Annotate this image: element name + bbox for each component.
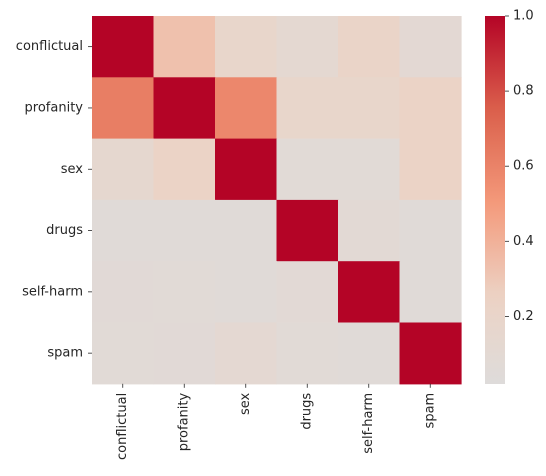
heatmap-cell-drugs-sex [215, 199, 278, 262]
heatmap-cell-spam-self-harm [338, 322, 401, 385]
heatmap-cell-profanity-profanity [153, 77, 216, 140]
colorbar: 0.2 0.4 0.6 0.8 1.0 [485, 9, 534, 384]
x-tick-label: self-harm [361, 393, 376, 454]
heatmap-cell-drugs-spam [399, 199, 462, 262]
heatmap-cell-profanity-sex [215, 77, 278, 140]
heatmap-cell-conflictual-self-harm [338, 16, 401, 78]
x-tick-label: profanity [177, 392, 192, 451]
heatmap-cell-sex-conflictual [92, 138, 155, 201]
heatmap-cell-spam-sex [215, 322, 278, 385]
y-tick-label: conflictual [16, 39, 83, 54]
y-axis-tick-labels: conflictual profanity sex drugs self-harm spa… [16, 39, 92, 361]
heatmap-cell-profanity-conflictual [92, 77, 155, 140]
y-tick-label: sex [61, 162, 84, 177]
heatmap-cell-spam-spam [399, 322, 462, 385]
x-tick-label: conflictual [115, 393, 130, 460]
x-tick-label: sex [238, 393, 253, 416]
colorbar-tick-label: 0.6 [513, 159, 534, 174]
heatmap-cell-spam-drugs [276, 322, 339, 385]
x-tick-label: spam [423, 393, 438, 429]
heatmap-cell-drugs-drugs [276, 199, 339, 262]
heatmap-cell-drugs-conflictual [92, 199, 155, 262]
heatmap-cell-sex-profanity [153, 138, 216, 201]
y-tick-label: self-harm [22, 284, 83, 299]
colorbar-tick-label: 0.2 [513, 309, 534, 324]
heatmap-cell-conflictual-profanity [153, 16, 216, 78]
heatmap-cell-self-harm-conflictual [92, 261, 155, 324]
heatmap-cell-conflictual-conflictual [92, 16, 155, 78]
heatmap-cell-profanity-drugs [276, 77, 339, 140]
heatmap-cell-self-harm-spam [399, 261, 462, 324]
heatmap-cell-conflictual-drugs [276, 16, 339, 78]
heatmap-cell-conflictual-spam [399, 16, 462, 78]
heatmap-cell-self-harm-drugs [276, 261, 339, 324]
heatmap-cell-sex-drugs [276, 138, 339, 201]
x-axis-tick-labels: conflictual profanity sex drugs self-harm spa… [115, 383, 438, 460]
y-tick-label: drugs [46, 223, 83, 238]
heatmap-cell-spam-conflictual [92, 322, 155, 385]
y-tick-label: spam [47, 346, 83, 361]
heatmap-cells [92, 16, 462, 385]
y-tick-label: profanity [25, 100, 84, 115]
heatmap-cell-self-harm-sex [215, 261, 278, 324]
heatmap-cell-self-harm-self-harm [338, 261, 401, 324]
colorbar-tick-label: 1.0 [513, 9, 534, 24]
heatmap-cell-conflictual-sex [215, 16, 278, 78]
heatmap-cell-spam-profanity [153, 322, 216, 385]
heatmap-cell-drugs-profanity [153, 199, 216, 262]
heatmap-cell-sex-spam [399, 138, 462, 201]
heatmap-cell-profanity-spam [399, 77, 462, 140]
colorbar-gradient [485, 16, 505, 384]
colorbar-tick-label: 0.8 [513, 84, 534, 99]
x-tick-label: drugs [300, 393, 315, 430]
heatmap-cell-drugs-self-harm [338, 199, 401, 262]
heatmap-cell-self-harm-profanity [153, 261, 216, 324]
heatmap-cell-sex-sex [215, 138, 278, 201]
heatmap-cell-sex-self-harm [338, 138, 401, 201]
colorbar-tick-label: 0.4 [513, 234, 534, 249]
heatmap-cell-profanity-self-harm [338, 77, 401, 140]
